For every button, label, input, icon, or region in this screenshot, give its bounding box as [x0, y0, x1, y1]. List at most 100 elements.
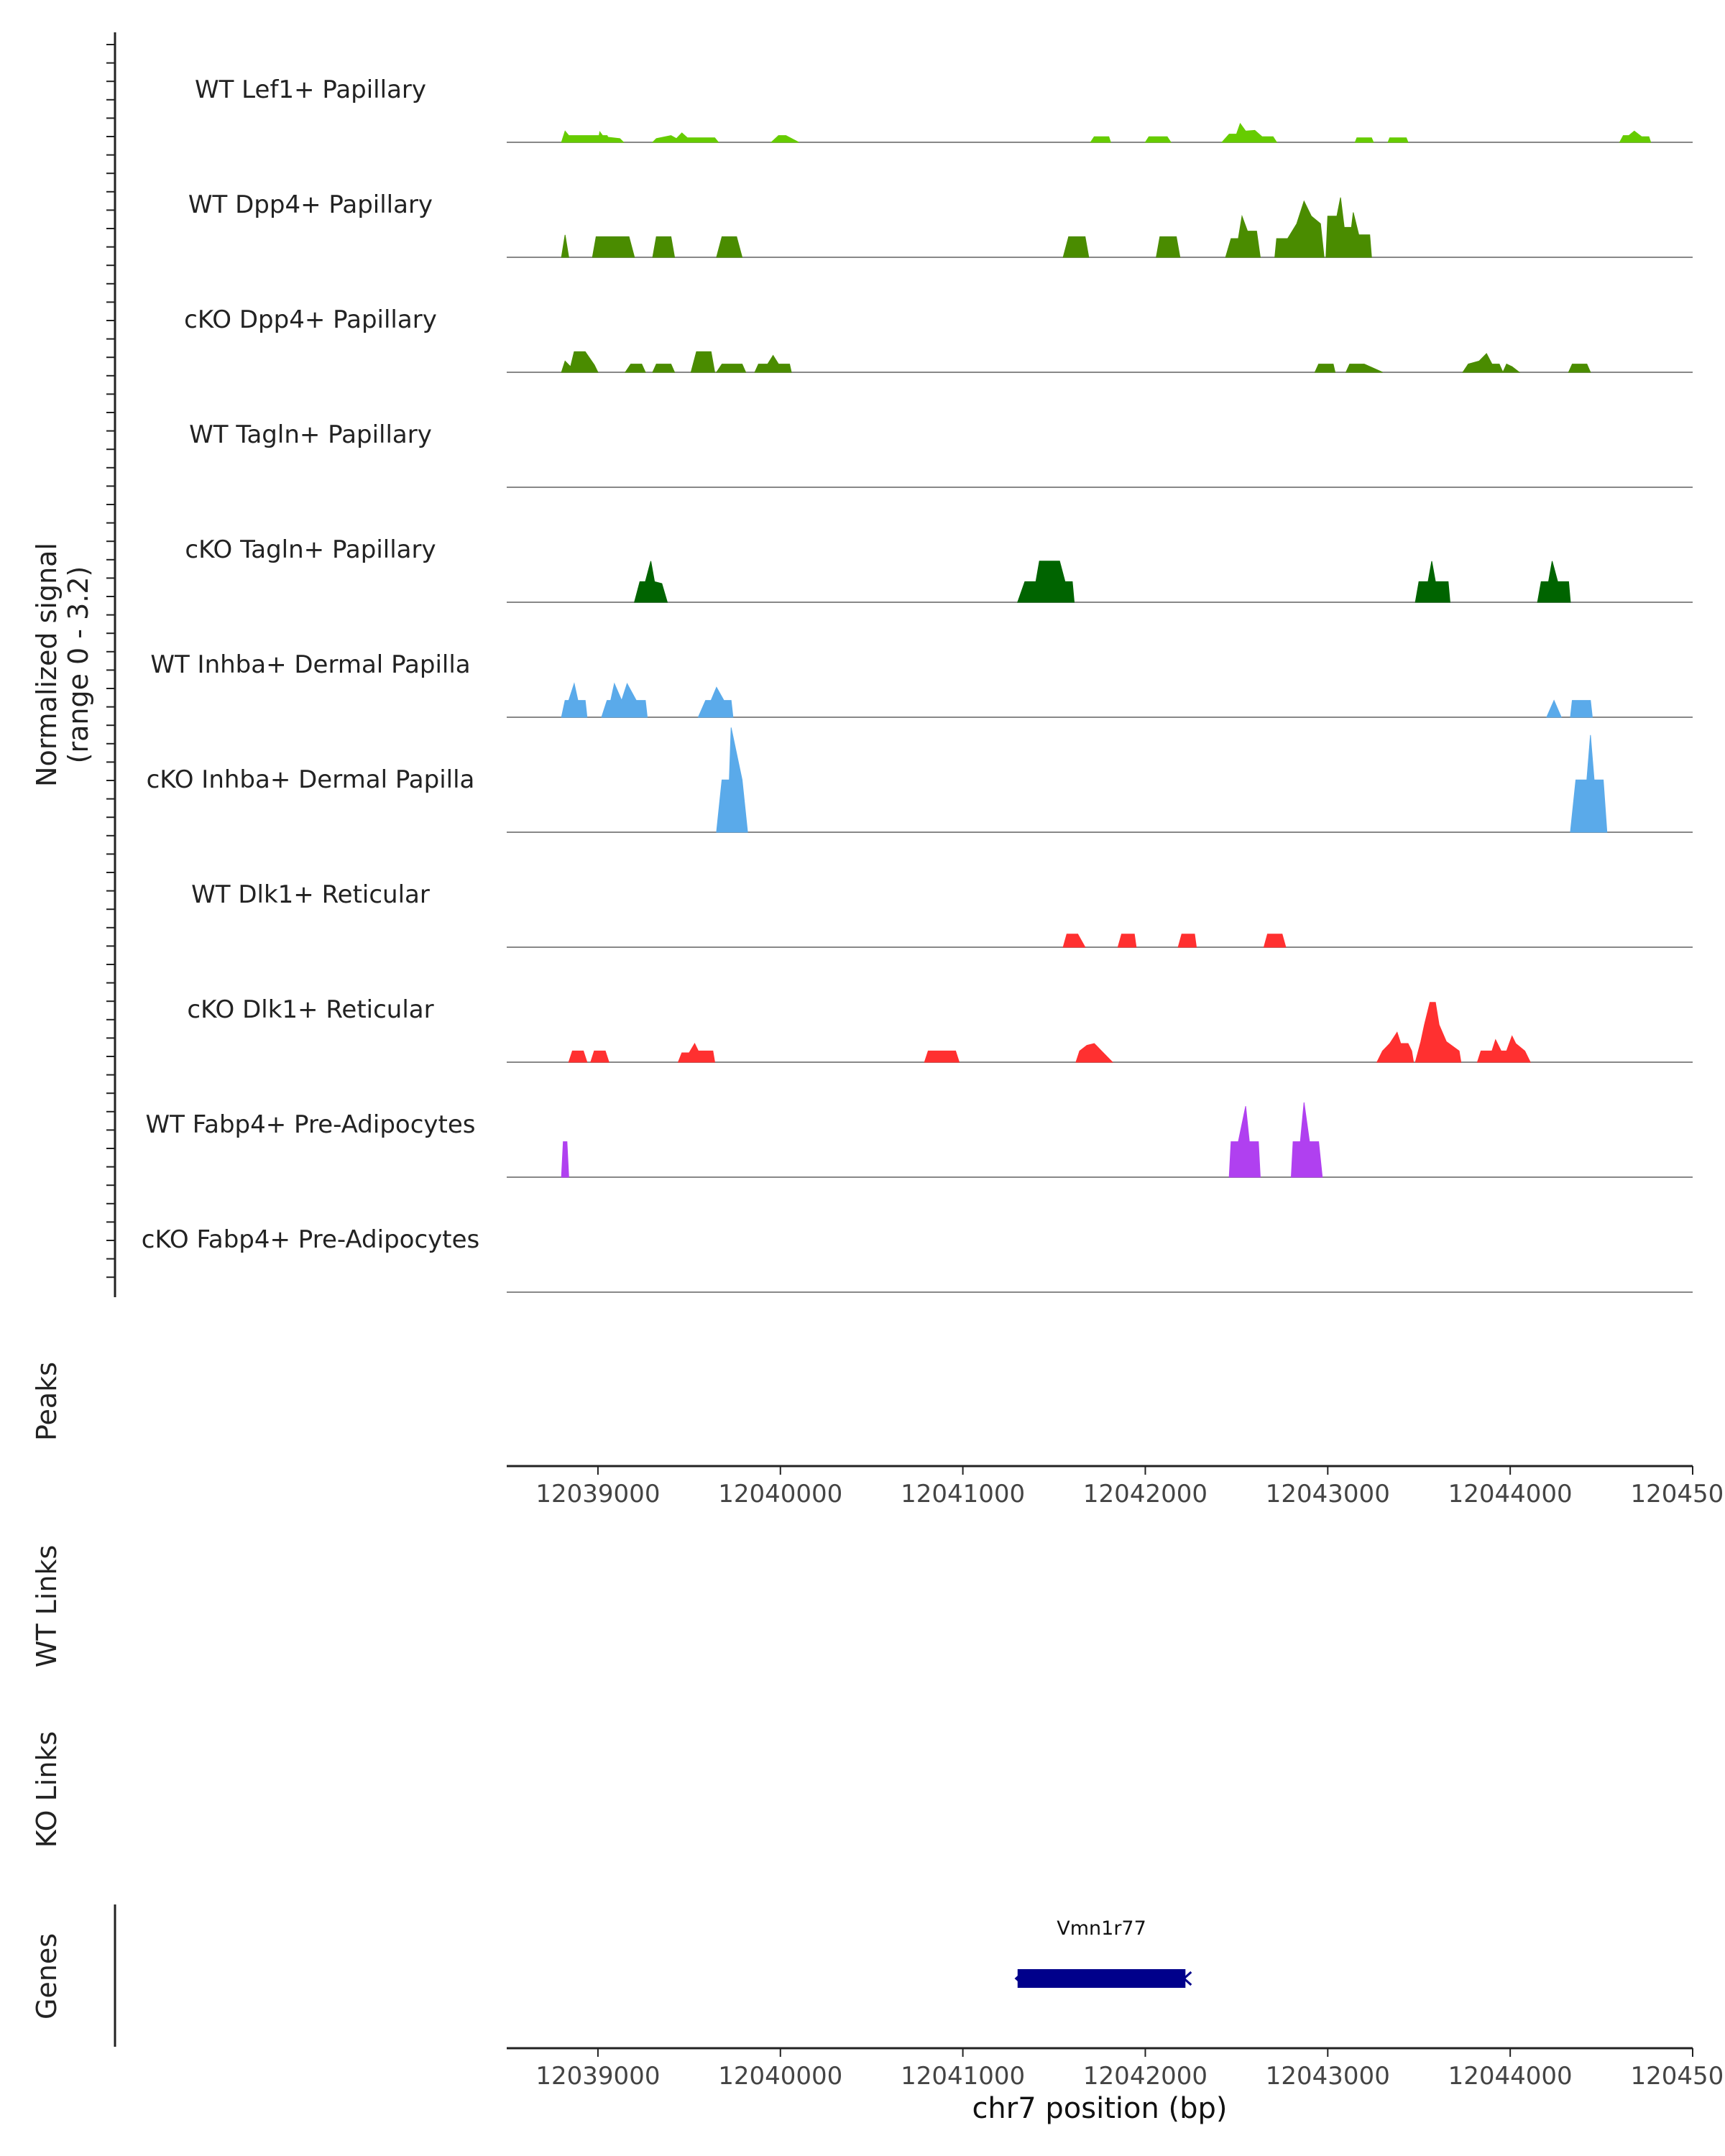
coverage-peak — [1354, 137, 1374, 143]
coverage-peak — [561, 1141, 569, 1178]
peaks-label: Peaks — [31, 1362, 63, 1441]
coverage-peak — [1462, 353, 1504, 373]
gene-Vmn1r77: Vmn1r77 — [1014, 1917, 1192, 1988]
track-3: cKO Dpp4+ Papillary — [184, 305, 1693, 373]
track-label: WT Dpp4+ Papillary — [188, 190, 433, 219]
coverage-peak — [561, 234, 569, 258]
x-tick-label: 12040000 — [718, 2062, 842, 2091]
track-8: WT Dlk1+ Reticular — [191, 880, 1693, 948]
track-label: cKO Dpp4+ Papillary — [184, 305, 437, 334]
x-tick-label: 12043000 — [1266, 1480, 1390, 1508]
coverage-peak — [1090, 136, 1111, 143]
coverage-peak — [1062, 934, 1086, 948]
coverage-peak — [1117, 934, 1137, 948]
coverage-peak — [1075, 1043, 1113, 1063]
track-label: WT Lef1+ Papillary — [195, 75, 426, 104]
coverage-peak — [1476, 1035, 1531, 1063]
coverage-peak — [561, 351, 599, 373]
coverage-peak — [1220, 122, 1278, 143]
track-9: cKO Dlk1+ Reticular — [187, 995, 1693, 1063]
coverage-peak — [561, 682, 588, 718]
gene-label: Vmn1r77 — [1057, 1917, 1146, 1940]
strand-arrow — [1014, 1971, 1024, 1986]
x-tick-label: 12044000 — [1448, 1480, 1573, 1508]
coverage-peak — [568, 1050, 588, 1063]
coverage-peak — [652, 236, 676, 258]
coverage-peak — [677, 1042, 715, 1063]
track-2: WT Dpp4+ Papillary — [188, 190, 1693, 258]
coverage-peak — [1144, 136, 1172, 143]
gene-body — [1017, 1969, 1186, 1988]
coverage-peak — [601, 682, 648, 718]
coverage-peak — [716, 236, 743, 258]
track-label: WT Fabp4+ Pre-Adipocytes — [146, 1110, 476, 1139]
coverage-peak — [770, 135, 799, 143]
x-tick-label: 12042000 — [1083, 1480, 1208, 1508]
signal-ylabel: Normalized signal — [31, 543, 63, 787]
track-label: WT Tagln+ Papillary — [189, 420, 432, 449]
coverage-peak — [1387, 137, 1409, 143]
coverage-peak — [652, 364, 676, 373]
strand-arrow — [1182, 1971, 1192, 1986]
coverage-peak — [1177, 934, 1197, 948]
signal-ylabel-range: (range 0 - 3.2) — [63, 566, 94, 764]
coverage-peak — [1568, 364, 1591, 373]
coverage-peak — [1376, 1031, 1414, 1063]
coverage-peak — [1619, 130, 1652, 143]
coverage-peak — [1414, 1002, 1462, 1063]
track-label: cKO Dlk1+ Reticular — [187, 995, 433, 1024]
track-label: cKO Inhba+ Dermal Papilla — [147, 765, 475, 794]
coverage-peak — [1345, 364, 1383, 373]
coverage-peak — [1290, 1102, 1323, 1178]
coverage-peak — [590, 1050, 610, 1063]
coverage-peak — [651, 132, 719, 143]
coverage-peak — [690, 351, 715, 373]
coverage-peak — [924, 1050, 960, 1063]
track-4: WT Tagln+ Papillary — [189, 420, 1693, 488]
coverage-peak — [634, 561, 668, 603]
coverage-peak — [697, 686, 734, 718]
coverage-peak — [1570, 700, 1593, 718]
x-tick-label: 12045000 — [1630, 2062, 1725, 2091]
x-axis-label: chr7 position (bp) — [972, 2092, 1227, 2125]
coverage-peak — [597, 131, 625, 143]
coverage-peak — [1225, 214, 1261, 258]
x-tick-label: 12044000 — [1448, 2062, 1573, 2091]
coverage-peak — [716, 727, 748, 833]
x-tick-label: 12041000 — [901, 1480, 1025, 1508]
track-7: cKO Inhba+ Dermal Papilla — [147, 727, 1693, 833]
coverage-peak — [1274, 200, 1325, 258]
coverage-peak — [1570, 734, 1608, 833]
coverage-peak — [1228, 1106, 1261, 1178]
coverage-peak — [754, 354, 792, 373]
ko-links-label: KO Links — [31, 1731, 63, 1848]
gene-models: Vmn1r77 — [1014, 1917, 1192, 1988]
genes-label: Genes — [31, 1933, 63, 2019]
x-tick-label: 12042000 — [1083, 2062, 1208, 2091]
track-6: WT Inhba+ Dermal Papilla — [150, 650, 1693, 718]
coverage-peak — [1537, 561, 1571, 603]
genes-x-ticks: 12039000 12040000 12041000 12042000 12043000… — [535, 2048, 1725, 2091]
coverage-tracks: WT Lef1+ Papillary WT Dpp4+ Papillary cKO … — [142, 75, 1693, 1293]
track-label: WT Dlk1+ Reticular — [191, 880, 430, 909]
track-5: cKO Tagln+ Papillary — [185, 535, 1693, 603]
signal-y-ticks — [106, 44, 115, 1279]
coverage-peak — [592, 236, 635, 258]
coverage-peak — [1325, 197, 1372, 258]
track-10: WT Fabp4+ Pre-Adipocytes — [146, 1102, 1693, 1178]
coverage-peak — [1062, 236, 1090, 258]
track-label: WT Inhba+ Dermal Papilla — [150, 650, 470, 679]
x-tick-label: 12039000 — [535, 1480, 660, 1508]
coverage-peak — [1546, 699, 1562, 718]
coverage-peak — [1414, 561, 1450, 603]
coverage-peak — [625, 364, 646, 373]
x-tick-label: 12043000 — [1266, 2062, 1390, 2091]
wt-links-label: WT Links — [31, 1545, 63, 1667]
coverage-peak — [1502, 363, 1521, 373]
track-11: cKO Fabp4+ Pre-Adipocytes — [142, 1225, 1693, 1293]
peaks-x-ticks: 12039000 12040000 12041000 12042000 12043000… — [535, 1466, 1725, 1508]
track-1: WT Lef1+ Papillary — [195, 75, 1693, 143]
track-label: cKO Fabp4+ Pre-Adipocytes — [142, 1225, 480, 1254]
track-label: cKO Tagln+ Papillary — [185, 535, 436, 564]
